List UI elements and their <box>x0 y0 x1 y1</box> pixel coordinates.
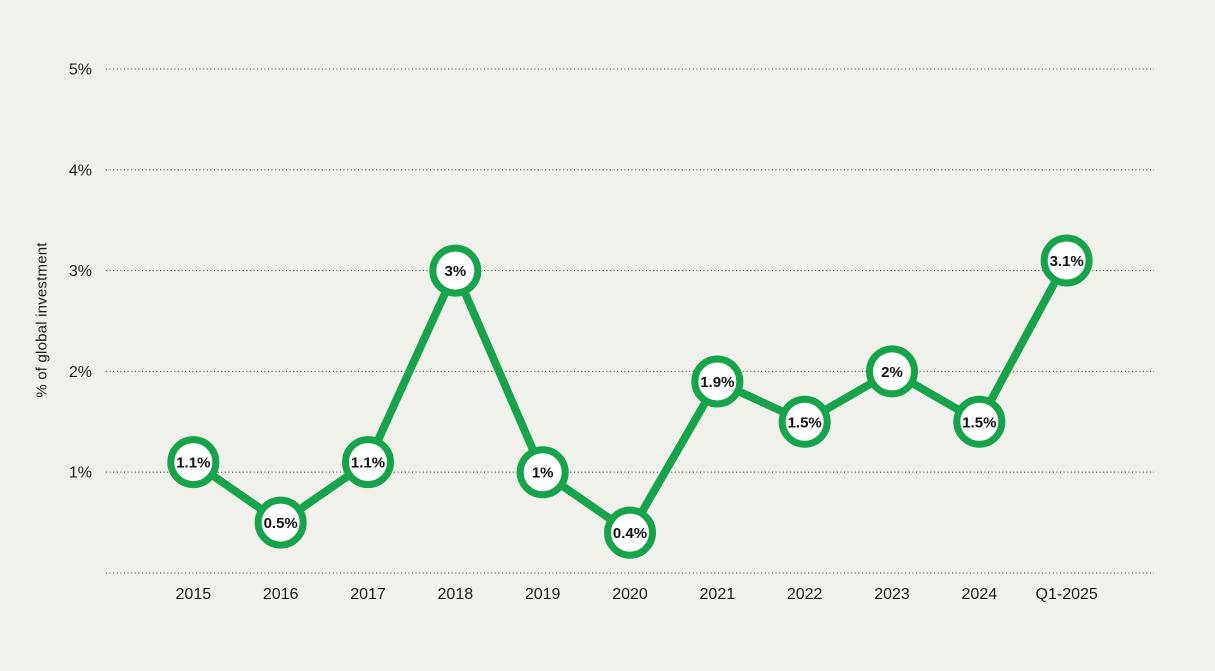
y-tick-label: 5% <box>69 62 92 79</box>
data-point-marker <box>254 496 307 549</box>
y-tick-label: 2% <box>69 364 92 381</box>
data-point-marker <box>953 395 1006 448</box>
data-point-label: 1.1% <box>176 455 210 472</box>
data-point-marker <box>516 446 569 499</box>
x-tick-label: Q1-2025 <box>1036 586 1098 603</box>
data-point-marker <box>167 436 220 489</box>
data-point-label: 1.5% <box>788 414 822 431</box>
data-point-marker <box>1040 234 1093 287</box>
x-tick-label: 2019 <box>525 586 561 603</box>
data-point-label: 1% <box>532 465 554 482</box>
x-tick-label: 2024 <box>962 586 998 603</box>
x-tick-label: 2018 <box>438 586 474 603</box>
data-point-marker <box>429 244 482 297</box>
data-point-label: 2% <box>881 364 903 381</box>
x-tick-label: 2020 <box>612 586 648 603</box>
x-tick-label: 2015 <box>176 586 212 603</box>
x-tick-label: 2022 <box>787 586 823 603</box>
data-point-label: 0.5% <box>264 515 298 532</box>
data-point-label: 0.4% <box>613 525 647 542</box>
y-tick-label: 4% <box>69 162 92 179</box>
x-tick-label: 2021 <box>700 586 736 603</box>
data-point-label: 1.1% <box>351 455 385 472</box>
data-point-marker <box>778 395 831 448</box>
data-point-label: 1.9% <box>700 374 734 391</box>
data-point-marker <box>604 506 656 559</box>
y-tick-label: 3% <box>69 263 92 280</box>
x-tick-label: 2016 <box>263 586 299 603</box>
y-axis-title: % of global investment <box>33 242 51 398</box>
data-point-label: 1.5% <box>962 414 996 431</box>
trend-line <box>189 256 1071 537</box>
x-tick-label: 2023 <box>874 586 910 603</box>
data-point-label: 3.1% <box>1050 253 1084 270</box>
data-point-marker <box>691 355 744 408</box>
data-point-label: 3% <box>444 263 466 280</box>
y-tick-label: 1% <box>69 465 92 482</box>
data-point-marker <box>342 436 394 489</box>
data-point-marker <box>866 345 918 398</box>
x-tick-label: 2017 <box>350 586 386 603</box>
